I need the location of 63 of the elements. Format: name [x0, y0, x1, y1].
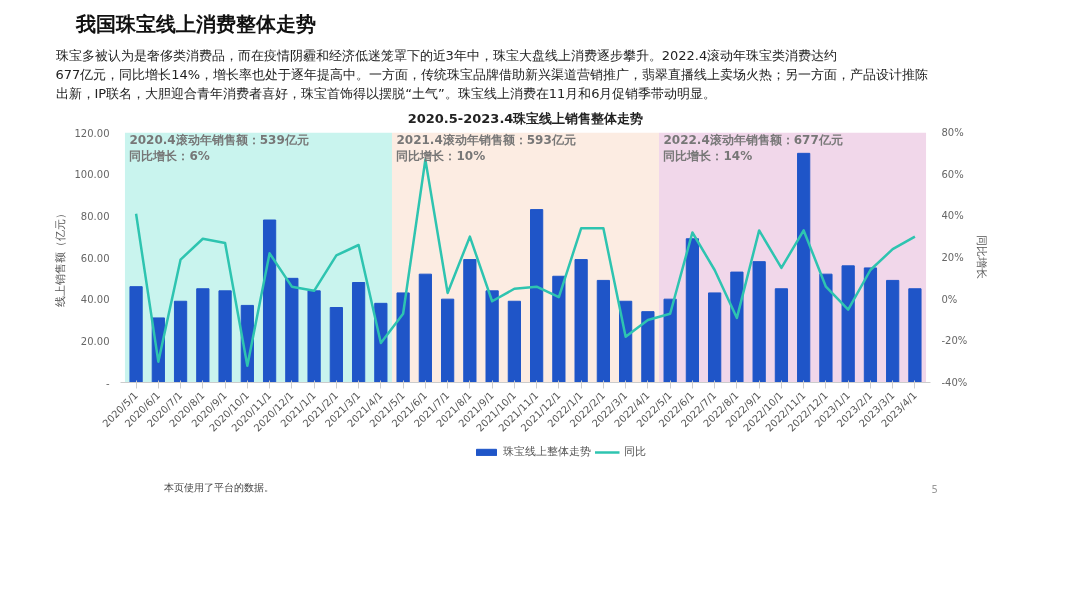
bar	[262, 219, 277, 383]
chart-subtitle: 2020.5-2023.4珠宝线上销售整体走势	[407, 110, 644, 126]
annotation: 同比增长：10%	[396, 148, 486, 163]
legend-label: 珠宝线上整体走势	[503, 444, 591, 459]
y-tick-label: 80.00	[80, 210, 110, 222]
bar	[863, 267, 878, 383]
bar	[396, 292, 410, 383]
bar	[708, 292, 722, 383]
bar	[418, 273, 432, 383]
bar	[351, 282, 366, 383]
bar	[530, 209, 544, 383]
annotation: 同比增长：14%	[663, 148, 753, 163]
y2-tick-label: 60%	[941, 168, 964, 180]
y-axis-title: 线上销售额（亿元）	[53, 208, 67, 307]
y2-tick-label: -40%	[941, 377, 968, 388]
bar	[685, 238, 700, 383]
bar	[552, 275, 566, 383]
text: 5	[931, 484, 938, 496]
bar	[596, 279, 610, 383]
bar	[908, 288, 922, 383]
bar	[752, 261, 766, 383]
bar	[196, 288, 210, 383]
y-tick-label: 40.00	[80, 294, 110, 306]
y-tick-label: 20.00	[80, 335, 110, 347]
bar	[307, 290, 321, 383]
text: 出新，IP联名，大胆迎合青年消费者喜好，珠宝首饰得以摆脱“土气”。珠宝线上消费在11月和6月促销季带动明显。	[55, 85, 717, 101]
band-label: 2020.4滚动年销售额：539亿元	[129, 132, 309, 147]
y2-axis-title: 同比增长	[975, 235, 989, 280]
bar	[797, 152, 811, 383]
bar	[663, 298, 677, 383]
bar	[730, 271, 744, 383]
text: 677亿元，同比增长14%，增长率也处于逐年提高中。一方面，传统珠宝品牌借助新兴渠道营销推广，翡翠直播线上卖场火热；另一方面，产品设计推陈	[55, 66, 929, 82]
text: 珠宝多被认为是奢侈类消费品，而在疫情阴霾和经济低迷笼罩下的近3年中，珠宝大盘线上消费逐步攀升。2022.4滚动年珠宝类消费达约	[55, 47, 838, 63]
bar	[329, 307, 343, 383]
bar	[441, 298, 455, 383]
y2-tick-label: 20%	[941, 252, 964, 263]
bar	[129, 286, 143, 383]
bar	[774, 288, 789, 383]
bar	[173, 300, 188, 383]
bar	[841, 265, 855, 383]
bar	[641, 311, 655, 383]
annotation: 同比增长：6%	[129, 148, 210, 163]
bar	[819, 273, 833, 383]
legend-label: 同比	[624, 444, 646, 459]
y2-tick-label: 0%	[941, 293, 958, 305]
bar	[463, 259, 477, 383]
band-label: 2022.4滚动年销售额：677亿元	[663, 132, 843, 147]
bar	[285, 277, 299, 383]
chart-title: 我国珠宝线上消费整体走势	[74, 11, 316, 36]
bar	[507, 300, 521, 383]
band-label: 2021.4滚动年销售额：593亿元	[396, 132, 576, 147]
bar	[218, 290, 232, 383]
y-tick-label: -	[105, 377, 110, 389]
text: 本页使用了平台的数据。	[164, 482, 275, 494]
y-tick-label: 120.00	[74, 127, 110, 139]
y2-tick-label: 40%	[941, 210, 964, 222]
bar	[886, 279, 900, 383]
bar	[485, 290, 499, 383]
bar	[574, 259, 588, 383]
y2-tick-label: -20%	[941, 335, 968, 347]
y2-tick-label: 80%	[941, 127, 964, 138]
y-tick-label: 60.00	[80, 252, 110, 264]
y-tick-label: 100.00	[74, 169, 110, 181]
